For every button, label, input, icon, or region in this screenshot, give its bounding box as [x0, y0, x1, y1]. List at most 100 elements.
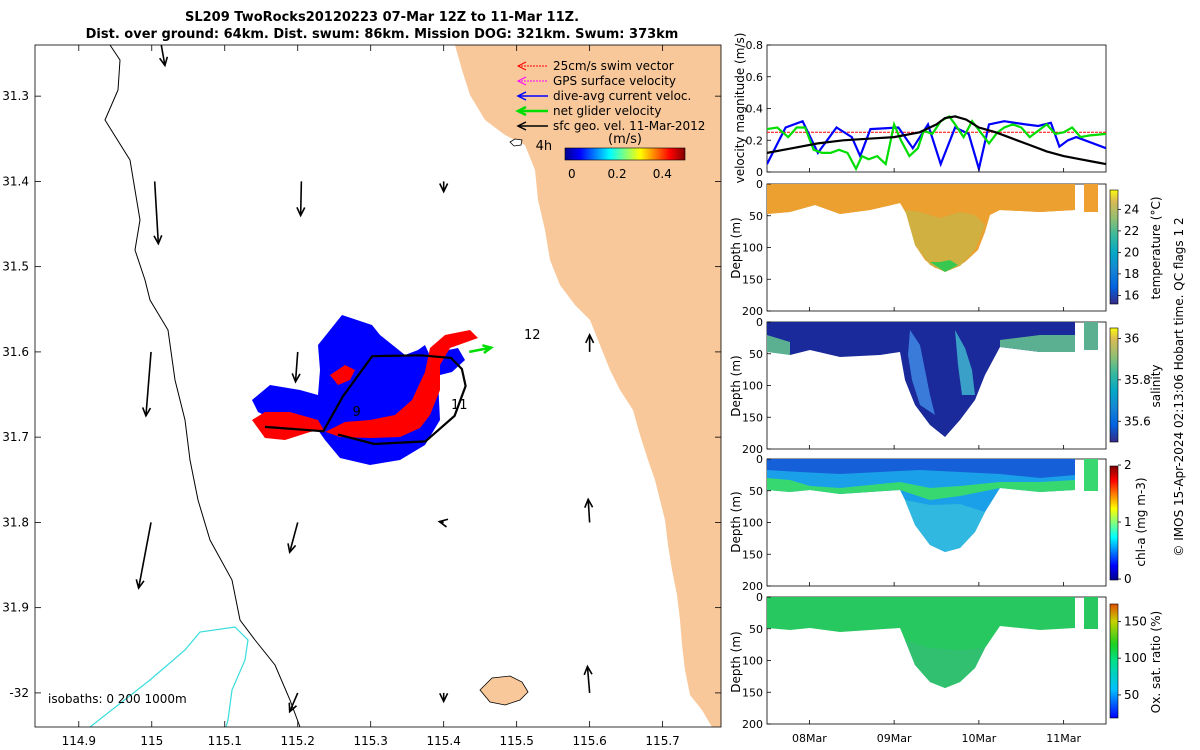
colorbar-tick-label: 36	[1124, 331, 1139, 345]
temperature-colorbar	[1109, 189, 1119, 305]
map-colorbar-label: (m/s)	[608, 132, 642, 147]
map-x-tick-label: 115.5	[499, 734, 533, 748]
map-x-tick-label: 115	[140, 734, 163, 748]
section-y-tick-label: 100	[742, 655, 763, 668]
chlorophyll-field-end	[1084, 459, 1098, 491]
credit-text: © IMOS 15-Apr-2024 02:13:06 Hobart time.…	[1172, 217, 1186, 556]
net-glider-velocity-arrow	[468, 344, 494, 355]
map-x-tick-label: 115.3	[354, 734, 388, 748]
sfc-geo-vector-arrow	[288, 692, 299, 714]
sfc-geo-vector-arrow	[291, 351, 301, 384]
colorbar-tick-label: 35.6	[1124, 414, 1151, 428]
map-y-tick-label: 31.9	[2, 601, 29, 615]
legend-entry: 25cm/s swim vector	[516, 59, 674, 73]
colorbar-tick-label: 150	[1124, 614, 1147, 628]
map-colorbar-ticks: 0 0.2 0.4	[568, 167, 672, 181]
section-y-tick-label: 100	[742, 517, 763, 530]
sfc-geo-vector-arrow	[153, 181, 163, 246]
legend-entry: GPS surface velocity	[516, 74, 676, 88]
map-panel: 4h 9 11 12 114.9 115 115.1 115.2 115.3 115.4 115.…	[2, 44, 722, 748]
map-colorbar-tick-label: 0	[568, 167, 576, 181]
section-axis-ticks: 05010015020024222018160501001502003635.8…	[742, 178, 1151, 745]
temperature-field-end	[1084, 184, 1098, 212]
legend-label: GPS surface velocity	[553, 74, 676, 88]
sfc-geo-vector-arrow	[158, 45, 169, 68]
sfc-geo-vector-arrow	[584, 497, 594, 523]
map-x-tick-label: 115.6	[572, 734, 606, 748]
section-y-tick-label: 0	[756, 453, 763, 466]
section-y-tick-label: 50	[749, 485, 763, 498]
temperature-cold-tongue	[905, 210, 985, 272]
section-y-tick-label: 150	[742, 548, 763, 561]
salinity-shelf	[1000, 335, 1075, 352]
velocity-y-tick-label: 0.6	[746, 71, 764, 84]
glider-track-line	[264, 354, 467, 446]
legend-label: sfc geo. vel. 11-Mar-2012	[553, 119, 705, 133]
isobath-200m	[89, 626, 249, 727]
salinity-ylabel: Depth (m)	[729, 355, 743, 416]
chlorophyll-colorbar	[1109, 465, 1119, 581]
sfc-geo-vector-arrow	[296, 181, 306, 218]
oxygen-field	[767, 597, 1075, 688]
sfc-geo-vector-arrow	[583, 664, 593, 693]
oxygen-ylabel: Depth (m)	[729, 631, 743, 692]
oxygen-panel: Ox. sat. ratio (%) Depth (m)	[729, 596, 1163, 725]
velocity-panel: 0 0.2 0.4 0.6 0.8 velocity magnitude (m/s)	[733, 33, 1107, 183]
chlorophyll-deep	[905, 500, 985, 552]
title-line-2: Dist. over ground: 64km. Dist. swum: 86k…	[86, 27, 679, 42]
title-line-1: SL209 TwoRocks20120223 07-Mar 12Z to 11-…	[185, 10, 579, 25]
sfc-geo-vector-arrow	[437, 518, 449, 528]
section-x-tick-label: 11Mar	[1046, 732, 1081, 745]
chlorophyll-surface	[767, 459, 1075, 478]
map-annotation-label: 11	[451, 398, 468, 413]
oxygen-colorbar-label: Ox. sat. ratio (%)	[1149, 611, 1163, 713]
isobaths-label: isobaths: 0 200 1000m	[48, 692, 187, 706]
colorbar-tick-label: 18	[1124, 267, 1139, 281]
section-x-tick-label: 09Mar	[877, 732, 912, 745]
section-x-tick-label: 08Mar	[792, 732, 827, 745]
net-velocity-vector-layer	[468, 344, 494, 355]
velocity-y-tick-label: 0	[756, 166, 763, 179]
salinity-shelf-west	[767, 335, 790, 355]
map-x-tick-label: 115.7	[645, 734, 679, 748]
colorbar-tick-label: 50	[1124, 688, 1139, 702]
map-x-tick-label: 115.1	[208, 734, 242, 748]
salinity-colorbar-label: salinity	[1149, 364, 1163, 407]
colorbar-tick-label: 100	[1124, 651, 1147, 665]
velocity-series-line	[767, 114, 1106, 172]
colorbar-tick-label: 1	[1124, 515, 1132, 529]
colorbar-tick-label: 0	[1124, 572, 1132, 586]
oxygen-core	[905, 640, 985, 688]
colorbar-tick-label: 20	[1124, 245, 1139, 259]
chlorophyll-colorbar-label: chl-a (mg m-3)	[1134, 477, 1148, 566]
chlorophyll-ylabel: Depth (m)	[729, 491, 743, 552]
chlorophyll-max	[767, 478, 1075, 500]
section-y-tick-label: 100	[742, 380, 763, 393]
velocity-y-tick-label: 0.4	[746, 103, 764, 116]
oxygen-field-end	[1084, 597, 1098, 629]
temperature-colorbar-label: temperature (°C)	[1149, 197, 1163, 300]
section-y-tick-label: 50	[749, 348, 763, 361]
land-area	[455, 45, 721, 727]
salinity-colorbar	[1109, 327, 1119, 443]
sfc-geo-vector-arrow	[439, 181, 449, 194]
section-y-tick-label: 50	[749, 210, 763, 223]
sfc-geo-vector-layer	[135, 45, 595, 714]
island-shape	[479, 675, 529, 706]
section-y-tick-label: 0	[756, 316, 763, 329]
velocity-y-tick-label: 0.8	[746, 39, 764, 52]
temperature-deep-core	[930, 260, 958, 272]
map-colorbar	[564, 147, 686, 161]
velocity-axis-ticks: 0 0.2 0.4 0.6 0.8	[746, 39, 1065, 179]
legend-label: net glider velocity	[553, 104, 661, 118]
chlorophyll-panel: chl-a (mg m-3) Depth (m)	[729, 458, 1148, 587]
map-annotation-label: 4h	[536, 139, 553, 154]
colorbar-tick-label: 2	[1124, 458, 1132, 472]
islet-shape	[509, 138, 523, 147]
section-y-tick-label: 50	[749, 623, 763, 636]
swim-vector-swath-upper	[330, 365, 355, 385]
map-axis-ticks: 114.9 115 115.1 115.2 115.3 115.4 115.5 115.6 11…	[2, 45, 721, 748]
sfc-geo-vector-arrow	[135, 522, 152, 590]
section-y-tick-label: 100	[742, 242, 763, 255]
